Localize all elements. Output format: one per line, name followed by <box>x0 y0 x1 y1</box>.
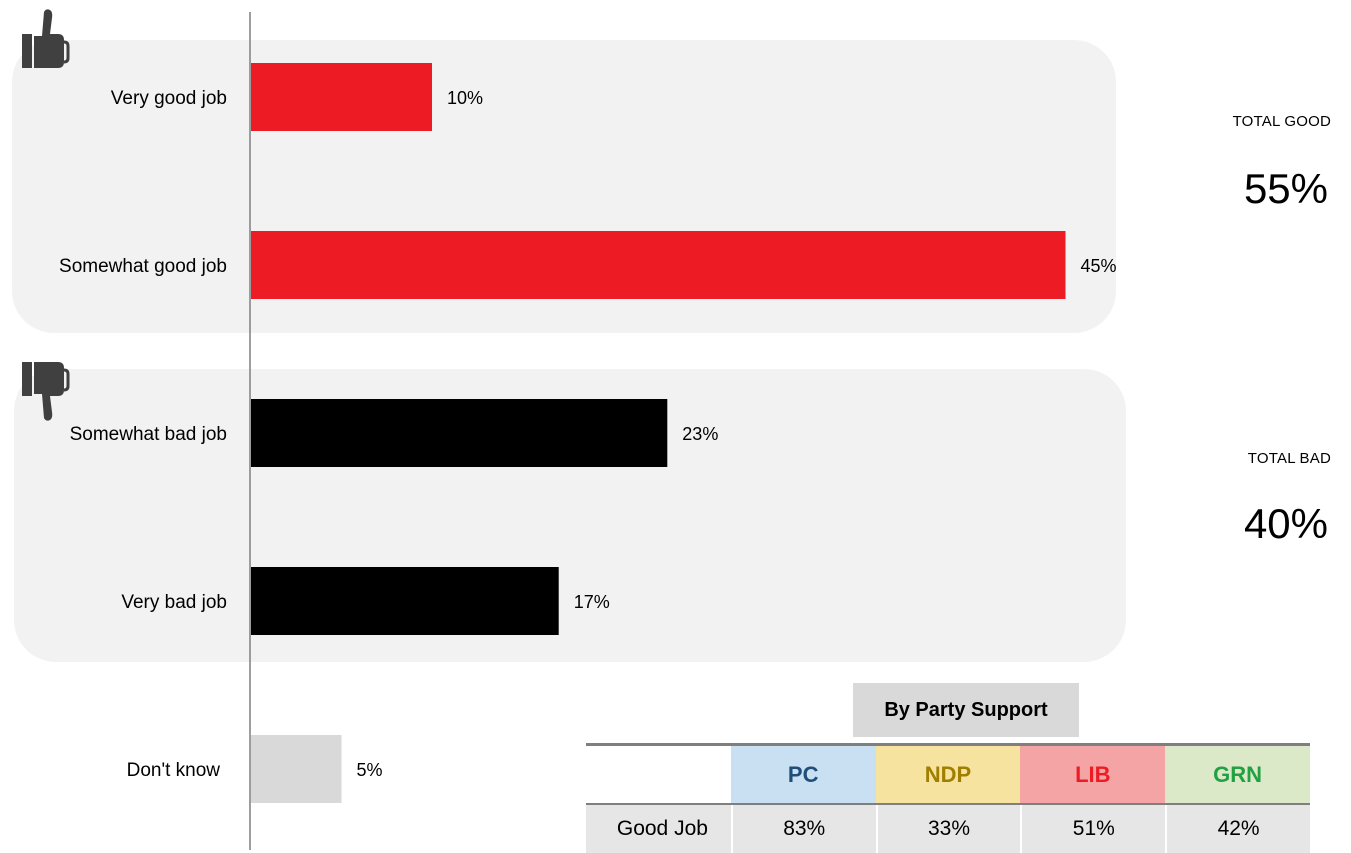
total-bad-label: TOTAL BAD <box>1247 450 1331 467</box>
party-header-row: PC NDP LIB GRN <box>586 746 1310 803</box>
party-support-table: PC NDP LIB GRN Good Job 83% 33% 51% 42% <box>586 743 1310 853</box>
party-header-ndp: NDP <box>875 746 1021 803</box>
total-good-label: TOTAL GOOD <box>1232 113 1331 130</box>
party-value-ndp: 33% <box>875 805 1021 853</box>
category-label-very-bad-job: Very bad job <box>121 592 227 613</box>
category-label-very-good-job: Very good job <box>111 88 227 109</box>
bar-somewhat-bad-job <box>251 399 668 467</box>
bar-don-t-know <box>251 735 342 803</box>
thumbs-down-icon <box>22 362 70 421</box>
party-value-pc: 83% <box>730 805 876 853</box>
value-label-very-bad-job: 17% <box>574 592 610 612</box>
total-good-value: 55% <box>1243 165 1328 212</box>
party-good-job-row: Good Job 83% 33% 51% 42% <box>586 803 1310 853</box>
value-label-somewhat-bad-job: 23% <box>682 424 718 444</box>
category-label-somewhat-bad-job: Somewhat bad job <box>70 424 227 445</box>
bar-very-good-job <box>251 63 432 131</box>
party-value-lib: 51% <box>1020 805 1165 853</box>
bar-somewhat-good-job <box>251 231 1066 299</box>
bar-very-bad-job <box>251 567 559 635</box>
value-label-very-good-job: 10% <box>447 88 483 108</box>
value-label-don-t-know: 5% <box>357 760 383 780</box>
party-row-label: Good Job <box>616 817 708 840</box>
party-header-pc: PC <box>730 746 876 803</box>
party-support-title: By Party Support <box>853 683 1079 737</box>
category-label-somewhat-good-job: Somewhat good job <box>59 256 227 277</box>
thumbs-up-icon <box>22 9 70 69</box>
party-header-lib: LIB <box>1020 746 1166 803</box>
value-label-somewhat-good-job: 45% <box>1081 256 1117 276</box>
party-header-grn: GRN <box>1165 746 1310 803</box>
party-header-blank <box>586 746 731 803</box>
category-label-don-t-know: Don't know <box>127 760 221 781</box>
total-bad-value: 40% <box>1243 500 1328 547</box>
party-value-grn: 42% <box>1165 805 1310 853</box>
